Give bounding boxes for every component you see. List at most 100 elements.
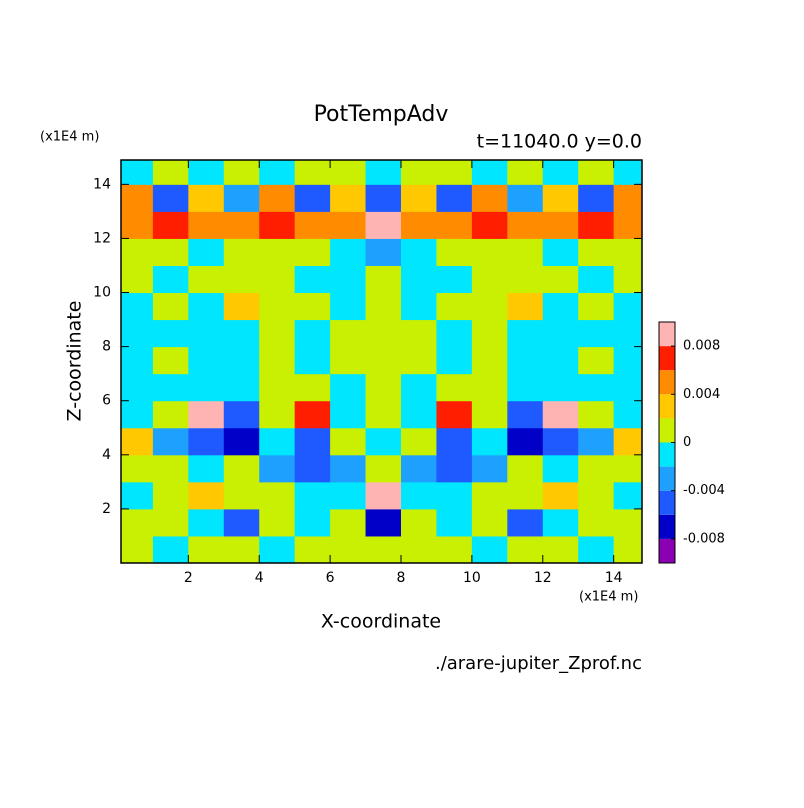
colorbar-tick-label: -0.008 <box>683 531 725 546</box>
contour-cell <box>436 265 473 294</box>
contour-cell <box>436 292 473 321</box>
contour-cell <box>507 265 544 294</box>
contour-cell <box>436 535 473 563</box>
contour-cell <box>294 184 331 212</box>
contour-cell <box>613 481 642 510</box>
contour-cell <box>259 400 296 429</box>
x-tick-label: 8 <box>397 570 406 586</box>
y-tick-label: 12 <box>93 230 111 246</box>
contour-cell <box>330 373 367 402</box>
contour-cell <box>613 508 642 537</box>
contour-cell <box>294 508 331 537</box>
colorbar-bin <box>659 466 675 491</box>
contour-cell <box>542 373 579 402</box>
contour-cell <box>259 535 296 563</box>
contour-cell <box>121 373 154 402</box>
y-tick-label: 2 <box>102 501 111 517</box>
contour-cell <box>121 238 154 266</box>
y-axis-label: Z-coordinate <box>64 301 86 422</box>
contour-cell <box>400 346 437 375</box>
contour-cell <box>578 265 615 294</box>
contour-cell <box>613 238 642 266</box>
contour-cell <box>400 160 437 185</box>
contour-cell <box>259 508 296 537</box>
contour-cell <box>152 292 189 321</box>
contour-cell <box>613 211 642 239</box>
contour-cell <box>259 211 296 239</box>
contour-cell <box>223 427 260 456</box>
contour-cell <box>330 481 367 510</box>
contour-cell <box>365 184 402 212</box>
contour-cell <box>121 346 154 375</box>
contour-cell <box>188 160 225 185</box>
contour-cell <box>152 481 189 510</box>
contour-cell <box>121 184 154 212</box>
contour-cell <box>471 238 508 266</box>
contour-cell <box>188 184 225 212</box>
contour-cell <box>400 481 437 510</box>
contour-cell <box>330 292 367 321</box>
contour-cell <box>223 400 260 429</box>
contour-cell <box>507 238 544 266</box>
contour-cell <box>542 400 579 429</box>
contour-cell <box>365 373 402 402</box>
contour-cell <box>400 508 437 537</box>
contour-cell <box>188 292 225 321</box>
contour-cell <box>121 319 154 348</box>
contour-cell <box>471 481 508 510</box>
colorbar-bin <box>659 346 675 371</box>
x-tick-label: 4 <box>255 570 264 586</box>
contour-cell <box>436 346 473 375</box>
contour-cell <box>365 160 402 185</box>
contour-cell <box>294 400 331 429</box>
contour-cell <box>436 373 473 402</box>
contour-cell <box>294 373 331 402</box>
contour-cell <box>471 211 508 239</box>
contour-cell <box>507 400 544 429</box>
contour-cell <box>330 238 367 266</box>
y-tick-label: 6 <box>102 393 111 409</box>
contour-cell <box>223 346 260 375</box>
x-axis-label: X-coordinate <box>321 611 441 633</box>
contour-cell <box>330 535 367 563</box>
contour-cell <box>471 400 508 429</box>
contour-cell <box>188 481 225 510</box>
x-tick-label: 2 <box>184 570 193 586</box>
contour-cell <box>471 319 508 348</box>
contour-cell <box>188 319 225 348</box>
contour-cell <box>365 400 402 429</box>
y-tick-label: 8 <box>102 339 111 355</box>
contour-cell <box>152 427 189 456</box>
contour-cell <box>259 454 296 483</box>
contour-cell <box>542 160 579 185</box>
contour-cell <box>542 292 579 321</box>
contour-cell <box>188 535 225 563</box>
contour-cell <box>613 400 642 429</box>
contour-cell <box>542 238 579 266</box>
contour-cell <box>578 238 615 266</box>
contour-cell <box>152 160 189 185</box>
contour-cell <box>436 481 473 510</box>
contour-cell <box>613 319 642 348</box>
contour-cell <box>578 319 615 348</box>
contour-cell <box>436 400 473 429</box>
contour-cell <box>578 400 615 429</box>
contour-cell <box>542 481 579 510</box>
contour-cell <box>365 346 402 375</box>
contour-cell <box>121 292 154 321</box>
contour-cell <box>294 238 331 266</box>
contour-cell <box>294 211 331 239</box>
contour-cell <box>294 427 331 456</box>
contour-cell <box>188 373 225 402</box>
contour-cell <box>578 481 615 510</box>
contour-cell <box>578 373 615 402</box>
contour-cell <box>507 373 544 402</box>
contour-cell <box>436 508 473 537</box>
contour-cell <box>542 454 579 483</box>
x-tick-label: 6 <box>326 570 335 586</box>
contour-cell <box>365 508 402 537</box>
contour-cell <box>223 481 260 510</box>
contour-cell <box>330 160 367 185</box>
contour-cell <box>121 265 154 294</box>
